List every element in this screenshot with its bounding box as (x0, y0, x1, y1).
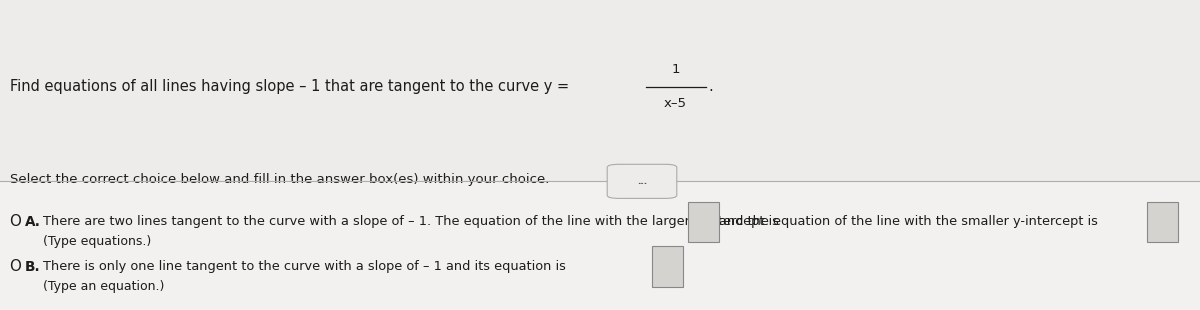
Text: (Type equations.): (Type equations.) (43, 235, 151, 248)
FancyBboxPatch shape (1147, 202, 1178, 242)
FancyBboxPatch shape (652, 246, 683, 287)
Text: .: . (679, 259, 684, 274)
Text: There is only one line tangent to the curve with a slope of – 1 and its equation: There is only one line tangent to the cu… (43, 260, 566, 273)
Text: ...: ... (637, 177, 647, 186)
FancyBboxPatch shape (689, 202, 720, 242)
Text: Select the correct choice below and fill in the answer box(es) within your choic: Select the correct choice below and fill… (10, 173, 548, 186)
FancyBboxPatch shape (607, 164, 677, 198)
Text: .: . (708, 79, 713, 94)
Text: O: O (10, 259, 22, 274)
Text: x–5: x–5 (664, 97, 688, 110)
Text: .: . (1175, 215, 1178, 229)
Text: A.: A. (25, 215, 41, 229)
FancyBboxPatch shape (0, 181, 1200, 310)
Text: There are two lines tangent to the curve with a slope of – 1. The equation of th: There are two lines tangent to the curve… (43, 215, 779, 228)
Text: (Type an equation.): (Type an equation.) (43, 280, 164, 293)
Text: O: O (10, 214, 22, 229)
Text: B.: B. (25, 259, 41, 274)
Text: Find equations of all lines having slope – 1 that are tangent to the curve y =: Find equations of all lines having slope… (10, 79, 569, 94)
Text: 1: 1 (671, 63, 680, 76)
FancyBboxPatch shape (0, 0, 1200, 181)
Text: and the equation of the line with the smaller y-intercept is: and the equation of the line with the sm… (720, 215, 1098, 228)
